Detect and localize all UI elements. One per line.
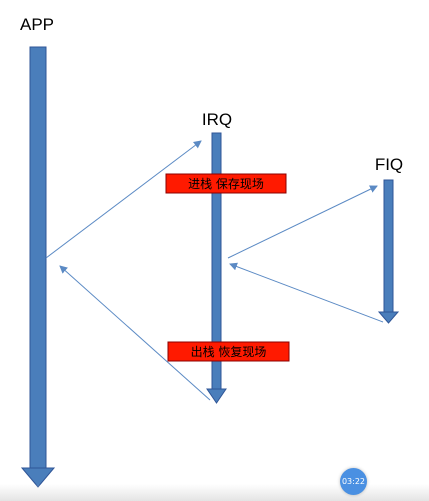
push-save-context-label: 进栈 保存现场 (188, 176, 264, 191)
push-save-context-box: 进栈 保存现场 (165, 173, 287, 194)
player-control-bar (0, 484, 429, 501)
fiq-return-to-irq-arrow (229, 262, 384, 323)
irq-return-to-app-arrow (59, 265, 211, 401)
fiq-lane-label: FIQ (375, 155, 403, 174)
pop-restore-context-box: 出栈 恢复现场 (167, 341, 290, 362)
playback-timer-badge[interactable]: 03:22 (340, 468, 367, 495)
app-lane-label: APP (20, 15, 54, 34)
irq-timeline-arrow (206, 132, 227, 404)
app-timeline-arrow (20, 46, 56, 488)
app-to-irq-arrow (45, 140, 202, 259)
fiq-timeline-arrow (377, 179, 400, 324)
irq-to-fiq-arrow (227, 185, 378, 259)
pop-restore-context-label: 出栈 恢复现场 (191, 344, 267, 359)
irq-lane-label: IRQ (202, 110, 232, 129)
